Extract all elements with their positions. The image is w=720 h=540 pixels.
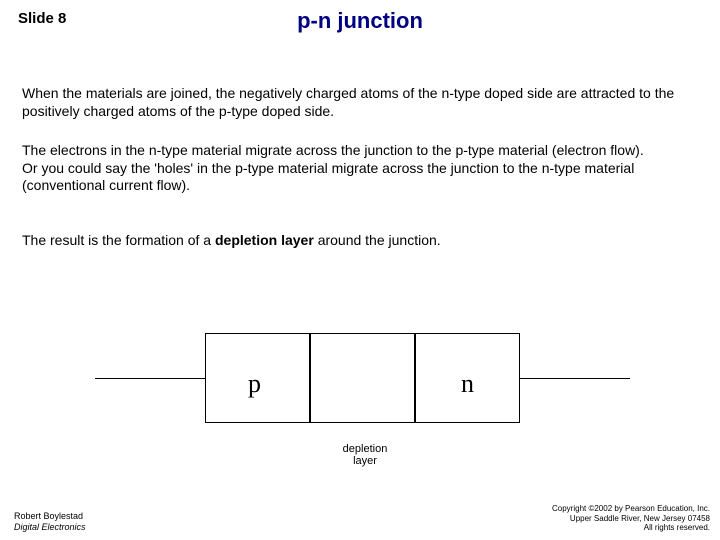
wire-left [95,378,205,379]
depletion-label: depletion layer [330,443,400,467]
n-label: n [461,369,474,399]
p3-bold: depletion layer [215,232,318,248]
copyright-line3: All rights reserved. [552,523,710,532]
pn-junction-diagram: p n depletion layer [0,315,720,475]
wire-right [520,378,630,379]
p3-post: around the junction. [318,232,441,248]
copyright-line2: Upper Saddle River, New Jersey 07458 [552,514,710,523]
slide-title: p-n junction [0,8,720,34]
paragraph-1: When the materials are joined, the negat… [22,85,690,120]
p3-pre: The result is the formation of a [22,232,215,248]
paragraph-2: The electrons in the n-type material mig… [22,142,690,195]
p-label: p [248,369,261,399]
footer-book: Digital Electronics [14,522,86,532]
depletion-box [310,333,415,423]
footer-right: Copyright ©2002 by Pearson Education, In… [552,504,710,532]
copyright-line1: Copyright ©2002 by Pearson Education, In… [552,504,710,513]
paragraph-3: The result is the formation of a depleti… [22,232,690,250]
footer-left: Robert Boylestad Digital Electronics [14,511,86,532]
footer-author: Robert Boylestad [14,511,86,521]
